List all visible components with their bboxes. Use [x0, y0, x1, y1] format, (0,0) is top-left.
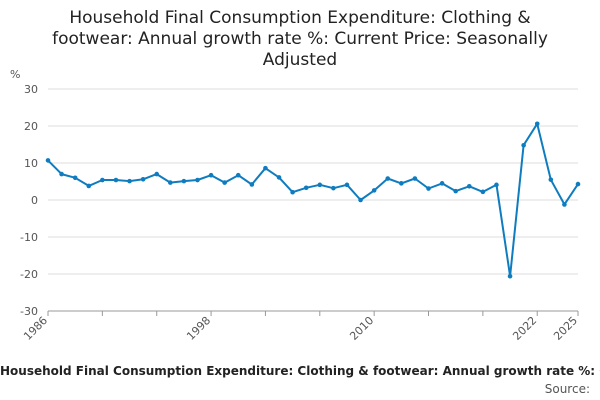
data-point[interactable]	[100, 177, 105, 183]
data-point[interactable]	[303, 185, 309, 191]
y-axis-label: %	[10, 68, 20, 81]
series-layer	[45, 121, 581, 279]
data-point[interactable]	[208, 172, 214, 178]
legend-label: Household Final Consumption Expenditure:…	[0, 364, 600, 378]
y-tick-label: 20	[24, 120, 38, 133]
y-tick-label: 10	[24, 157, 38, 170]
data-point[interactable]	[154, 171, 160, 177]
data-point[interactable]	[290, 189, 295, 195]
data-point[interactable]	[86, 183, 92, 189]
data-point[interactable]	[235, 172, 241, 178]
data-point[interactable]	[439, 181, 445, 186]
data-point[interactable]	[548, 177, 554, 182]
data-point[interactable]	[412, 176, 418, 181]
data-point[interactable]	[140, 176, 146, 182]
data-point[interactable]	[317, 182, 323, 188]
data-point[interactable]	[344, 182, 350, 188]
data-point[interactable]	[72, 175, 78, 181]
chart-title-line-3: Adjusted	[262, 50, 338, 70]
data-point[interactable]	[521, 142, 526, 148]
data-point[interactable]	[562, 202, 567, 207]
data-point[interactable]	[263, 165, 268, 171]
data-point[interactable]	[466, 184, 472, 189]
data-point[interactable]	[195, 177, 200, 183]
y-tick-label: -20	[20, 268, 38, 281]
chart-title-line-2: footwear: Annual growth rate %: Current …	[52, 29, 548, 49]
data-point[interactable]	[331, 185, 336, 191]
data-point[interactable]	[399, 181, 404, 186]
data-point[interactable]	[534, 121, 540, 127]
data-point[interactable]	[371, 188, 377, 193]
data-point[interactable]	[127, 178, 132, 184]
chart-title-line-1: Household Final Consumption Expenditure:…	[69, 8, 531, 28]
data-point[interactable]	[113, 177, 119, 183]
data-point[interactable]	[222, 180, 227, 185]
data-point[interactable]	[385, 176, 391, 181]
y-tick-label: 0	[31, 194, 38, 207]
y-tick-label: 30	[24, 83, 38, 96]
x-tick-label: 2025	[551, 314, 580, 343]
data-point[interactable]	[276, 175, 282, 180]
data-point[interactable]	[168, 180, 173, 185]
data-point[interactable]	[59, 171, 64, 177]
data-point[interactable]	[480, 189, 486, 195]
data-point[interactable]	[45, 158, 51, 163]
data-point[interactable]	[494, 182, 499, 188]
data-point[interactable]	[453, 188, 458, 194]
x-tick-label: 2022	[510, 314, 539, 343]
data-point[interactable]	[575, 181, 581, 187]
data-point[interactable]	[249, 182, 255, 187]
x-tick-label: 2010	[347, 314, 376, 343]
x-tick-label: 1986	[21, 314, 50, 343]
chart-title: Household Final Consumption Expenditure:…	[0, 8, 600, 71]
x-tick-label: 1998	[184, 314, 213, 343]
y-tick-label: -30	[20, 305, 38, 318]
data-point[interactable]	[358, 197, 363, 203]
y-tick-label: -10	[20, 231, 38, 244]
data-point[interactable]	[181, 178, 187, 184]
data-point[interactable]	[426, 186, 431, 191]
data-point[interactable]	[507, 273, 513, 279]
source-label: Source:	[544, 382, 590, 396]
series-line	[47, 122, 579, 278]
